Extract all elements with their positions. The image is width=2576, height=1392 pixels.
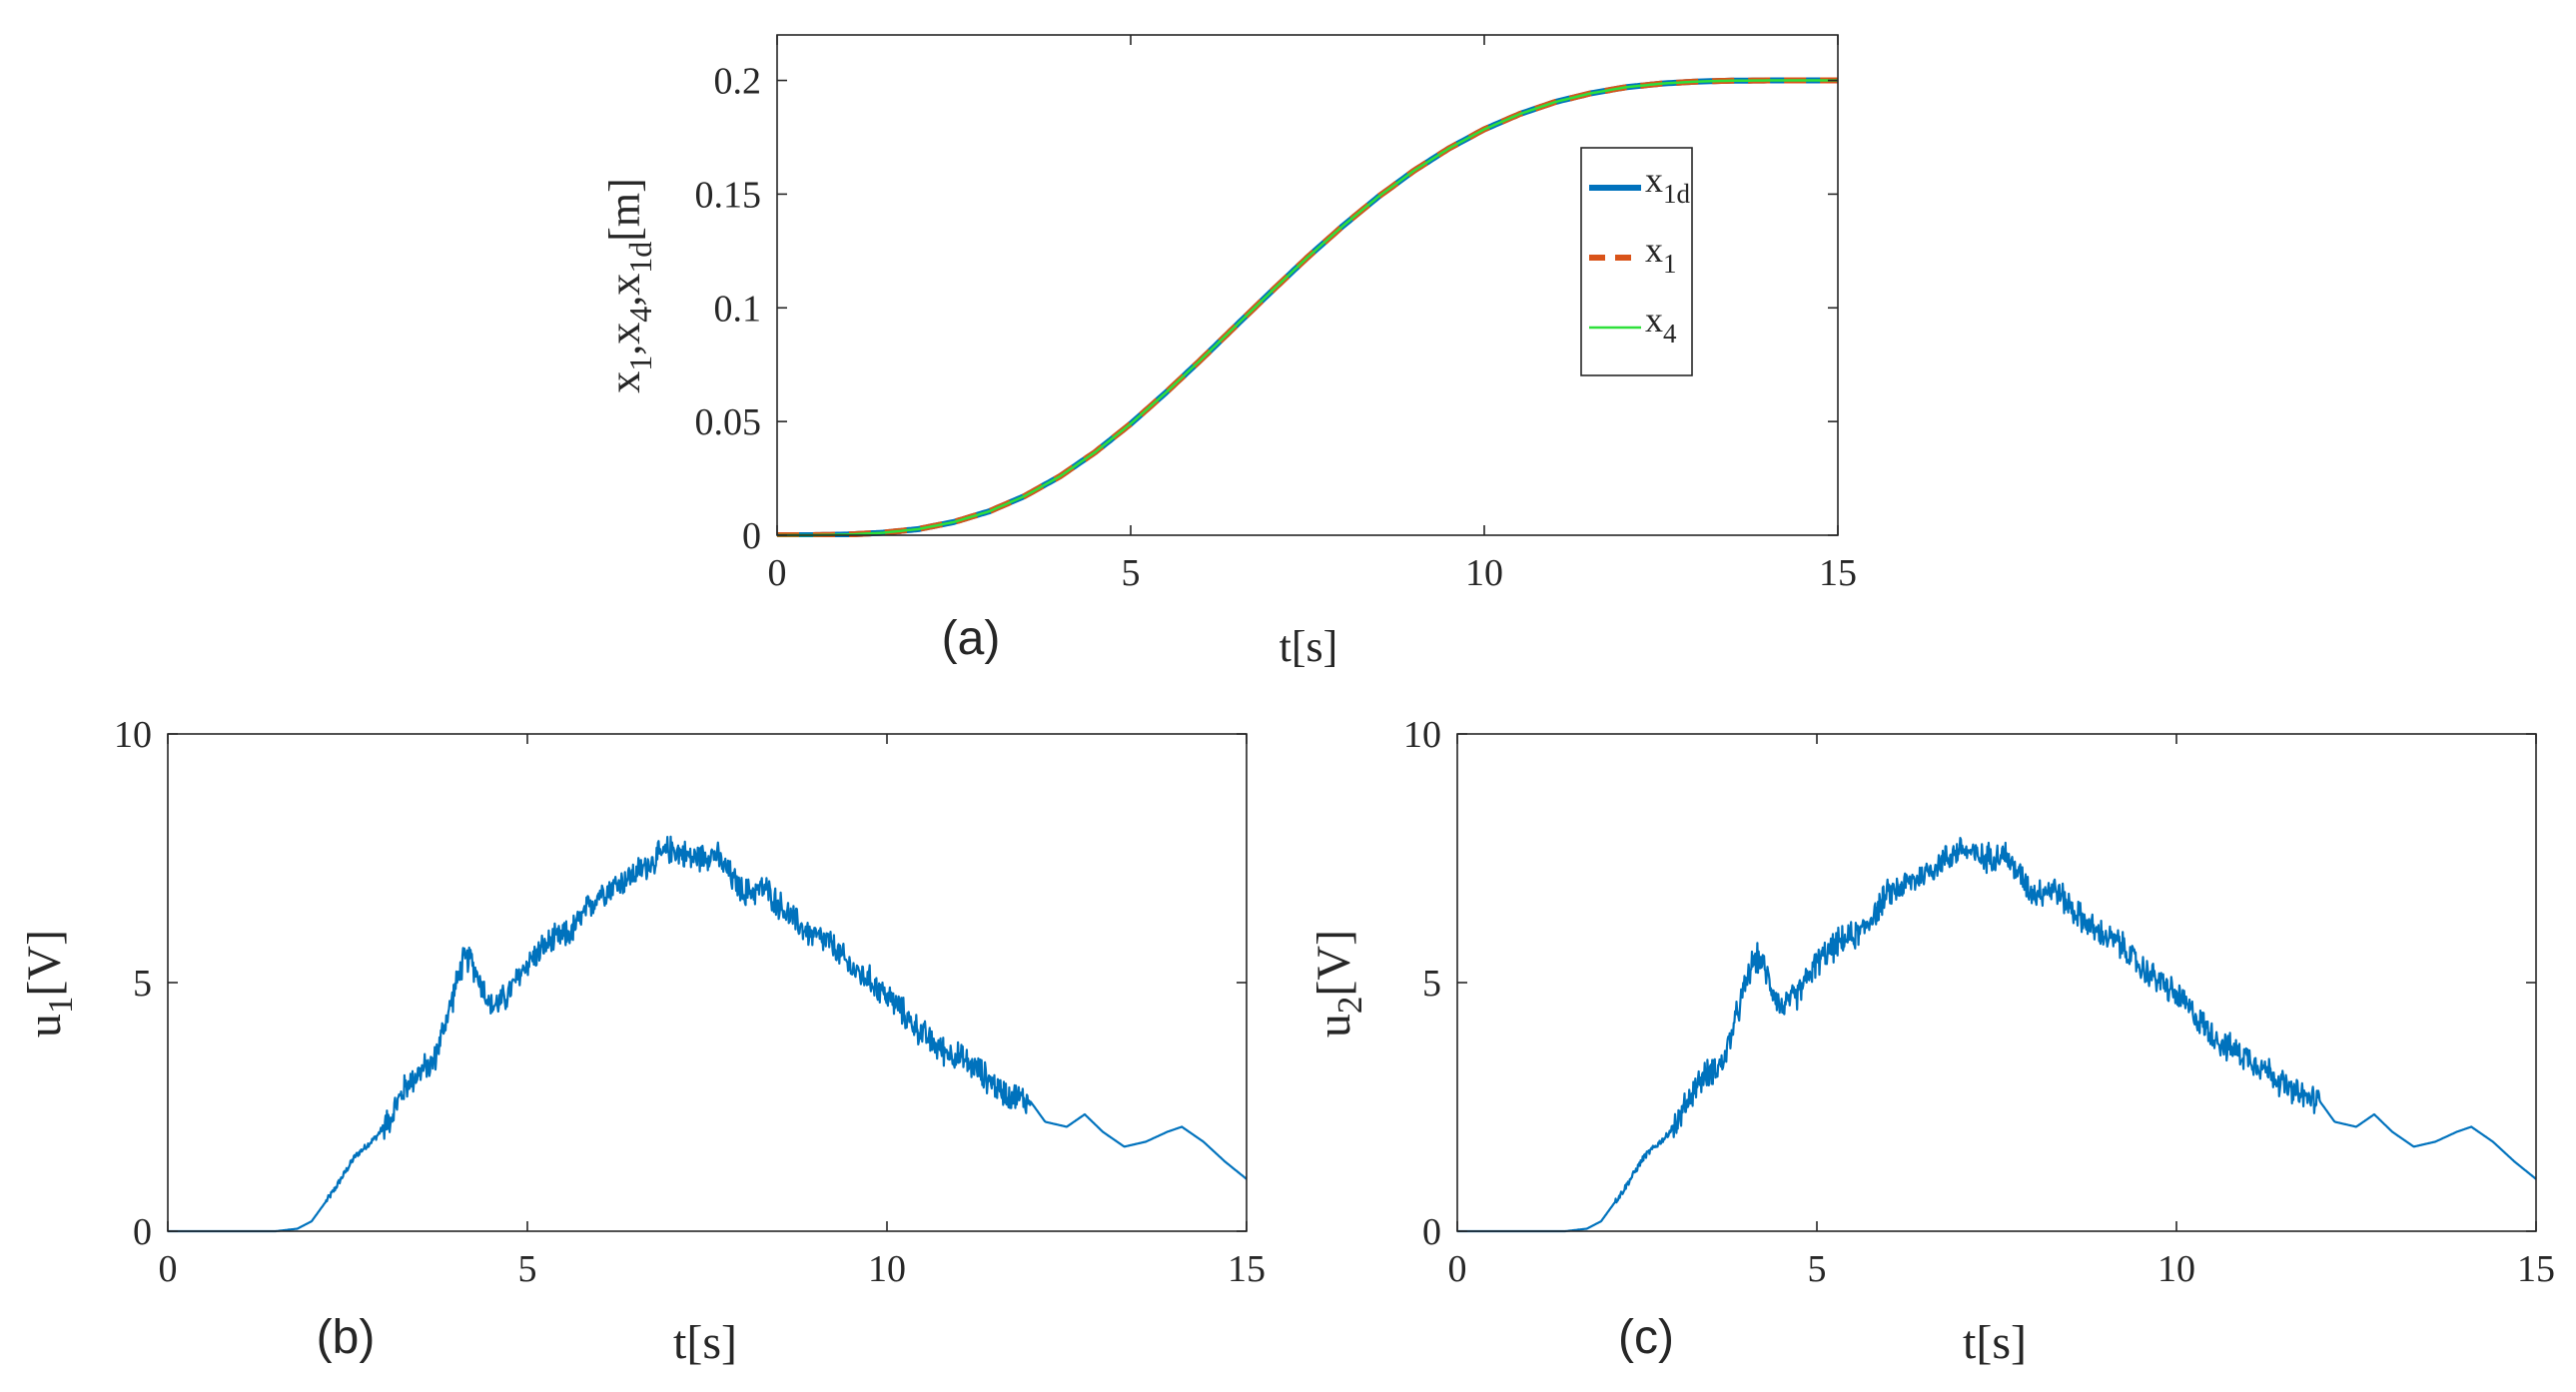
chart-b: 0 5 10 15 0 5 10 t[s] (b) u1[V] xyxy=(18,714,1266,1369)
y-axis-label-text: ,x xyxy=(600,323,649,355)
y-tick-label: 5 xyxy=(133,963,152,1005)
y-axis-label-subscript: 1 xyxy=(622,355,658,371)
y-tick-label: 10 xyxy=(114,714,152,756)
chart-a: 0 5 10 1500.050.10.150.2t[s](a)x1,x4,x1d[m]… xyxy=(600,34,1857,671)
panel-label: (c) xyxy=(1618,1311,1674,1364)
legend-label-main: x xyxy=(1645,230,1663,270)
series-line-u1 xyxy=(168,835,1247,1233)
series-line-x4 xyxy=(777,79,1838,537)
y-axis-label-subscript: 2 xyxy=(1330,997,1369,1015)
y-axis-label-text: u xyxy=(18,1014,71,1038)
plot-frame xyxy=(1456,733,2537,1232)
y-tick-label: 0.1 xyxy=(714,288,762,330)
y-axis-label: u1[V] xyxy=(18,930,80,1038)
y-tick-label: 0 xyxy=(1422,1211,1441,1253)
y-tick-label: 0.15 xyxy=(695,174,762,216)
y-axis-label-text: ,x xyxy=(600,274,649,307)
x-tick-label: 0 xyxy=(1448,1248,1467,1290)
legend-label-subscript: 1 xyxy=(1663,249,1677,279)
x-tick-label: 15 xyxy=(2517,1248,2555,1290)
y-tick-label: 0.05 xyxy=(695,401,762,443)
y-axis-label-text: u xyxy=(1307,1014,1360,1038)
legend-label-main: x xyxy=(1645,300,1663,340)
legend-label-x4: x4 xyxy=(1645,300,1677,348)
legend-label-main: x xyxy=(1645,160,1663,200)
y-axis-label-text: [V] xyxy=(1307,930,1360,997)
x-tick-label: 10 xyxy=(2157,1248,2195,1290)
x-axis-label: t[s] xyxy=(1280,622,1338,671)
x-axis-label: t[s] xyxy=(1963,1316,2027,1369)
x-tick-label: 10 xyxy=(868,1248,906,1290)
y-tick-label: 10 xyxy=(1403,714,1441,756)
y-tick-label: 0.2 xyxy=(714,61,762,103)
legend-label-subscript: 1d xyxy=(1663,179,1691,209)
x-tick-label: 5 xyxy=(1808,1248,1827,1290)
y-tick-label: 0 xyxy=(133,1211,152,1253)
x-tick-label: 15 xyxy=(1228,1248,1266,1290)
y-axis-label: u2[V] xyxy=(1307,930,1369,1038)
y-axis-label-subscript: 1d xyxy=(622,242,658,274)
legend-label-x1d: x1d xyxy=(1645,160,1691,209)
x-tick-label: 15 xyxy=(1819,552,1857,594)
panel-label: (b) xyxy=(317,1311,376,1364)
panel-label: (a) xyxy=(942,612,1001,665)
series-line-u2 xyxy=(1457,837,2536,1233)
x-tick-label: 10 xyxy=(1465,552,1503,594)
y-axis-label-subscript: 4 xyxy=(622,307,658,323)
x-tick-label: 0 xyxy=(159,1248,178,1290)
plot-frame xyxy=(167,733,1248,1232)
y-tick-label: 5 xyxy=(1422,963,1441,1005)
y-axis-label: x1,x4,x1d[m] xyxy=(600,178,658,393)
plot-frame xyxy=(776,34,1839,536)
y-axis-label-text: x xyxy=(600,371,649,393)
y-tick-label: 0 xyxy=(742,515,761,557)
x-axis-label: t[s] xyxy=(673,1316,737,1369)
legend-label-subscript: 4 xyxy=(1663,319,1677,348)
y-axis-label-subscript: 1 xyxy=(41,997,80,1015)
x-tick-label: 5 xyxy=(518,1248,537,1290)
x-tick-label: 5 xyxy=(1122,552,1141,594)
legend-label-x1: x1 xyxy=(1645,230,1677,279)
chart-c: 0 5 10 15 0 5 10 t[s] (c) u2[V] xyxy=(1307,714,2555,1369)
x-tick-label: 0 xyxy=(768,552,787,594)
y-axis-label-text: [V] xyxy=(18,930,71,997)
y-axis-label-text: [m] xyxy=(600,178,649,242)
